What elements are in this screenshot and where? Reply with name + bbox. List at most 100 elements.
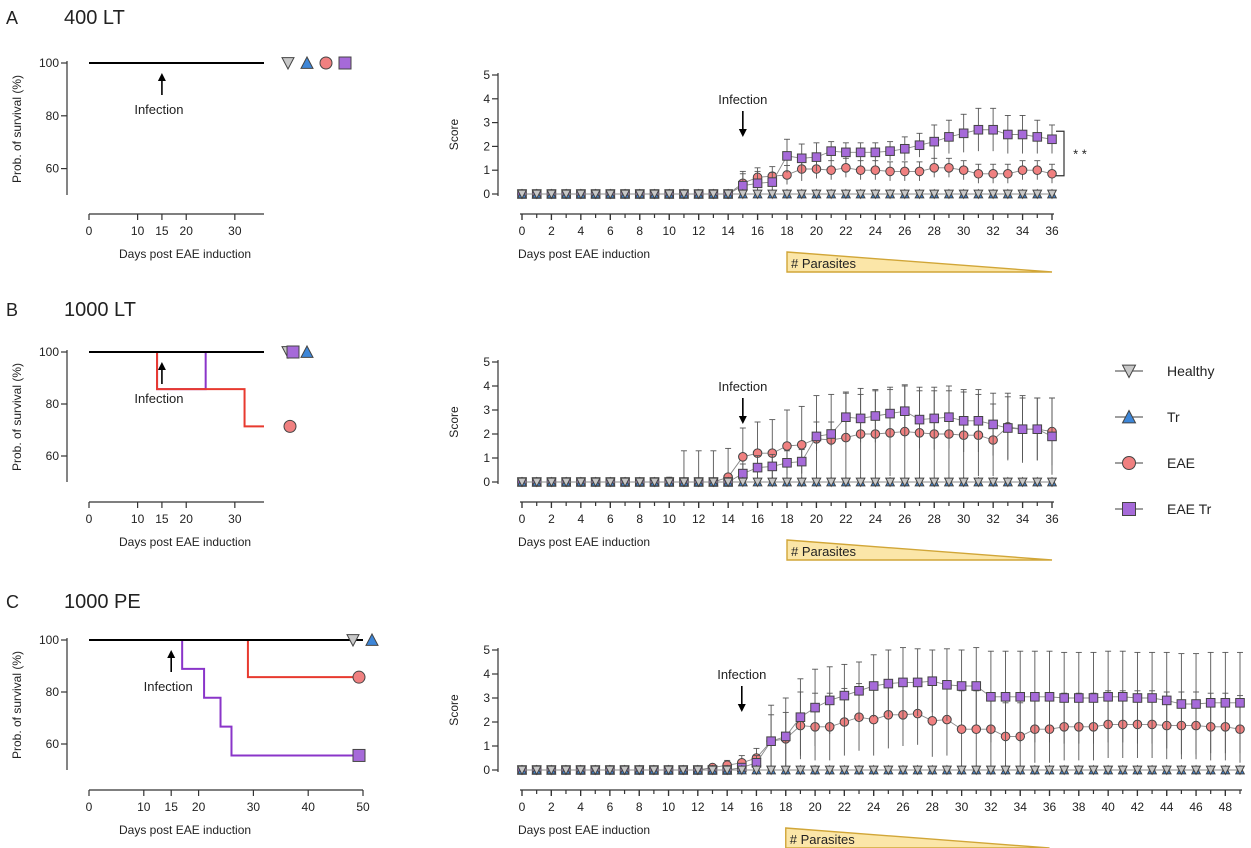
x-tick-label: 10 (662, 800, 676, 814)
point-healthy (752, 189, 763, 200)
point-healthy (605, 477, 616, 488)
panel-letter-b: B (6, 300, 18, 320)
point-healthy (1015, 765, 1026, 776)
y-tick-label: 2 (483, 427, 490, 441)
point-healthy (985, 765, 997, 776)
infection-arrowhead (157, 73, 166, 81)
point-eae (956, 724, 967, 735)
survival-marker-eae (283, 419, 297, 433)
legend-marker (1121, 409, 1137, 424)
survival-marker-eae (319, 56, 333, 70)
point-eae-tr (738, 468, 748, 479)
point-eae (870, 165, 881, 175)
x-tick-label: 30 (955, 800, 969, 814)
point-eae (796, 440, 807, 450)
survival-line-eae-tr (89, 639, 363, 757)
point-eae-tr (1047, 134, 1057, 145)
y-axis-label: Prob. of survival (%) (10, 75, 24, 183)
y-tick-label: 3 (483, 403, 490, 417)
y-axis-label: Score (447, 119, 461, 151)
y-tick-label: 100 (39, 633, 59, 647)
series-healthy (516, 189, 1058, 200)
point-healthy (1032, 189, 1043, 200)
point-eae-tr (956, 681, 967, 691)
point-healthy (751, 765, 762, 776)
y-tick-label: 1 (483, 451, 490, 465)
y-tick-label: 100 (39, 56, 59, 70)
point-healthy (1059, 765, 1070, 776)
point-eae-tr (914, 140, 925, 151)
point-eae-tr (854, 686, 864, 696)
x-tick-label: 28 (928, 224, 942, 238)
x-tick-label: 16 (750, 800, 764, 814)
x-tick-label: 24 (867, 800, 881, 814)
y-tick-label: 5 (483, 355, 490, 369)
point-eae-tr (986, 692, 996, 702)
point-healthy (736, 765, 747, 776)
point-eae-tr (1003, 423, 1013, 433)
infection-label: Infection (144, 679, 193, 694)
x-tick-label: 16 (751, 512, 765, 526)
x-tick-label: 8 (636, 512, 643, 526)
point-eae-tr (767, 461, 778, 472)
point-healthy (780, 765, 791, 776)
point-healthy (560, 765, 572, 776)
point-healthy (664, 189, 675, 200)
point-eae-tr (811, 431, 822, 442)
survival-marker-eae-tr (338, 56, 352, 70)
x-tick-label: 20 (192, 800, 206, 814)
y-tick-label: 5 (483, 68, 490, 82)
point-healthy (855, 477, 866, 488)
x-tick-label: 22 (838, 800, 852, 814)
point-eae-tr (811, 152, 822, 162)
point-eae-tr (1000, 692, 1011, 702)
y-tick-label: 80 (46, 109, 60, 123)
point-eae-tr (841, 412, 851, 422)
point-healthy (914, 189, 925, 200)
point-healthy (1205, 765, 1216, 776)
series-healthy (516, 477, 1058, 488)
point-eae (782, 441, 792, 451)
x-tick-label: 0 (86, 224, 93, 238)
point-healthy (619, 765, 630, 776)
y-tick-label: 1 (483, 163, 490, 177)
series-line (522, 680, 1240, 771)
point-eae (958, 165, 969, 175)
x-tick-label: 36 (1045, 512, 1059, 526)
x-tick-label: 10 (131, 224, 145, 238)
y-tick-label: 3 (483, 691, 490, 705)
legend-marker (1121, 364, 1137, 379)
point-healthy (971, 765, 982, 776)
point-eae-tr (944, 132, 954, 142)
point-healthy (839, 765, 850, 776)
point-healthy (883, 765, 894, 776)
point-eae-tr (988, 419, 998, 430)
point-healthy (870, 477, 881, 488)
point-healthy (693, 189, 704, 200)
x-tick-label: 36 (1043, 800, 1057, 814)
panel-title-c: 1000 PE (64, 591, 141, 613)
y-tick-label: 0 (483, 187, 490, 201)
parasites-label: # Parasites (791, 544, 857, 559)
y-axis-label: Prob. of survival (%) (10, 651, 24, 759)
point-eae-tr (1032, 424, 1043, 434)
x-tick-label: 10 (663, 512, 677, 526)
point-eae (826, 165, 836, 175)
legend-item-eae: EAE (1115, 455, 1195, 471)
point-healthy (914, 477, 925, 488)
point-healthy (663, 765, 674, 776)
point-healthy (1073, 765, 1084, 776)
y-tick-label: 5 (483, 643, 490, 657)
y-tick-label: 2 (483, 715, 490, 729)
point-healthy (765, 765, 777, 776)
x-tick-label: 20 (180, 512, 194, 526)
x-tick-label: 24 (869, 512, 883, 526)
survival-line-eae-tr (89, 351, 264, 391)
point-eae (1003, 168, 1013, 179)
point-eae-tr (855, 147, 866, 158)
point-healthy (1032, 477, 1043, 488)
point-healthy (956, 765, 967, 776)
x-tick-label: 14 (720, 800, 734, 814)
